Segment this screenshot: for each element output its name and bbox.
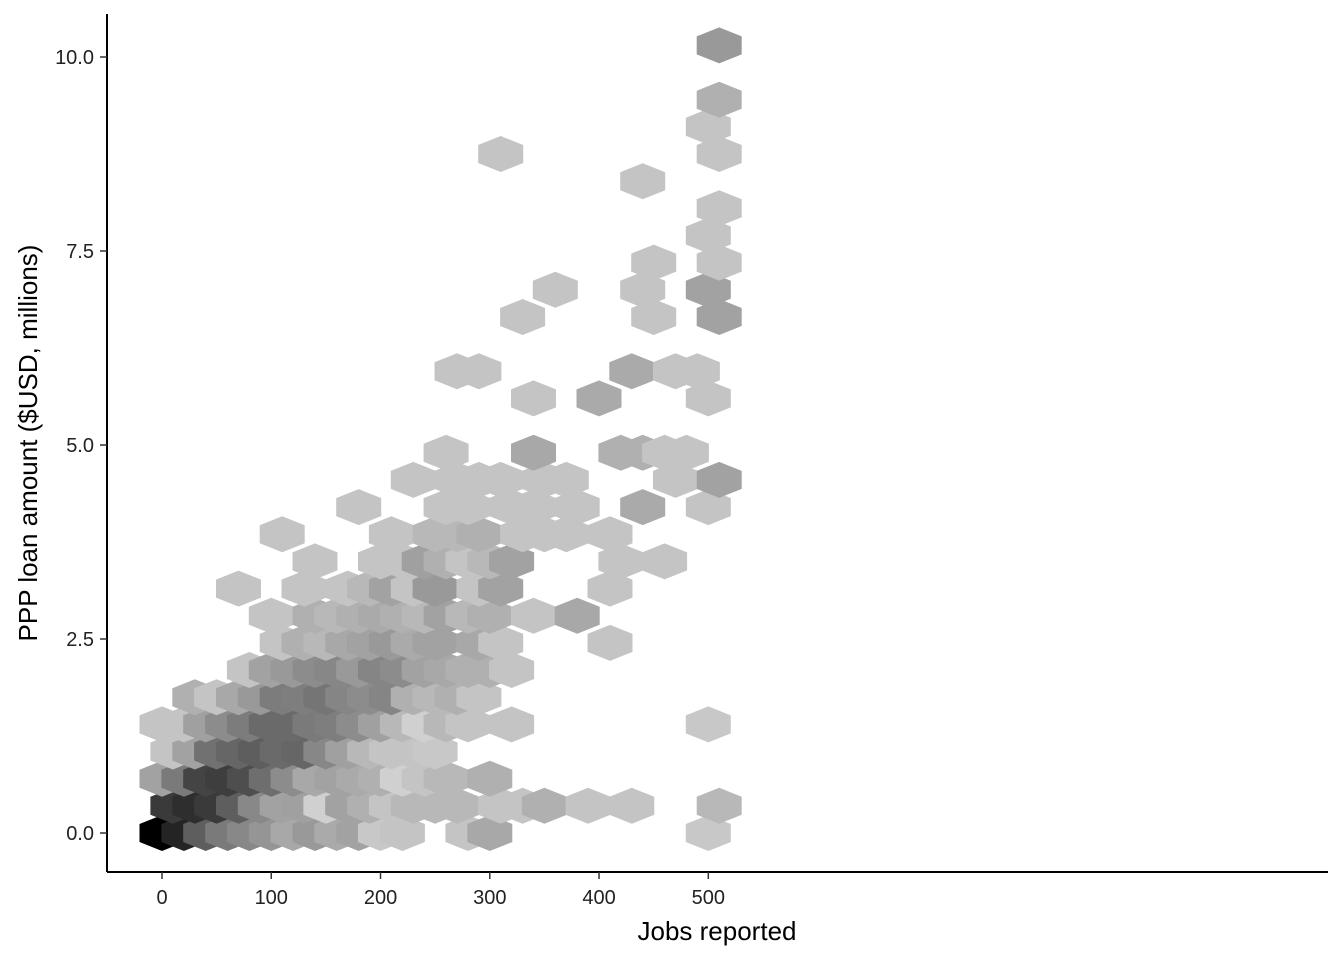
- hexbin-cell: [248, 597, 294, 634]
- hexbin-cell: [445, 489, 491, 526]
- x-tick-label: 0: [156, 887, 167, 909]
- hexbin-cell: [445, 706, 491, 743]
- hexbin-cell: [685, 380, 731, 417]
- hexbin-cell: [336, 489, 382, 526]
- hexbin-cell: [259, 516, 305, 553]
- hexbin-cell: [696, 244, 742, 281]
- hexbin-cell: [511, 380, 556, 417]
- hexbin-cell: [368, 516, 414, 553]
- hexbin-cell: [631, 244, 677, 281]
- x-tick-label: 500: [692, 887, 725, 909]
- hexbin-cell: [696, 136, 742, 172]
- x-tick-label: 300: [473, 887, 506, 909]
- hexbin-cell: [456, 353, 502, 390]
- hexbin-cell: [478, 570, 524, 607]
- hexbin-layer: [139, 27, 742, 851]
- y-tick-label: 2.5: [66, 629, 94, 651]
- hexbin-cell: [598, 543, 644, 580]
- hexbin-cell: [390, 461, 436, 498]
- hexbin-cell: [696, 461, 742, 498]
- hexbin-cell: [379, 815, 425, 851]
- y-tick-label: 7.5: [66, 241, 94, 263]
- hexbin-cell: [620, 163, 666, 200]
- hexbin-cell: [620, 271, 666, 308]
- hexbin-cell: [587, 624, 633, 661]
- hexbin-cell: [489, 706, 535, 743]
- hexbin-cell: [587, 570, 633, 607]
- hexbin-cell: [576, 380, 622, 417]
- hexbin-cell: [281, 570, 327, 607]
- hexbin-cell: [685, 217, 731, 254]
- y-axis-title: PPP loan amount ($USD, millions): [13, 245, 43, 642]
- hexbin-cell: [631, 299, 677, 335]
- hexbin-cell: [478, 136, 524, 172]
- hexbin-cell: [696, 190, 742, 227]
- y-tick-label: 0.0: [66, 823, 94, 845]
- x-tick-label: 100: [255, 887, 288, 909]
- hexbin-cell: [412, 570, 458, 607]
- hexbin-cell: [467, 760, 513, 797]
- hexbin-cell: [521, 787, 567, 824]
- hexbin-cell: [467, 815, 513, 851]
- hexbin-cell: [532, 271, 578, 308]
- hexbin-cell: [685, 108, 731, 145]
- hexbin-cell: [685, 706, 731, 743]
- x-axis-title: Jobs reported: [638, 916, 797, 946]
- hexbin-cell: [478, 461, 524, 498]
- hexbin-cell: [609, 787, 655, 824]
- hexbin-cell: [685, 271, 731, 308]
- hexbin-cell: [500, 299, 546, 335]
- x-tick-label: 200: [364, 887, 397, 909]
- hexbin-cell: [554, 489, 600, 526]
- hexbin-cell: [587, 516, 633, 553]
- y-axis-ticks: 0.0 2.5 5.0 7.5 10.0: [55, 47, 107, 845]
- hexbin-cell: [674, 353, 720, 390]
- hexbin-cell: [609, 353, 655, 390]
- hexbin-cell: [489, 652, 535, 688]
- hexbin-cell: [456, 679, 502, 716]
- hexbin-cell: [642, 543, 688, 580]
- hexbin-cell: [696, 81, 742, 118]
- hexbin-cell: [467, 597, 513, 634]
- y-tick-label: 10.0: [55, 47, 94, 69]
- hexbin-cell: [423, 434, 469, 471]
- hexbin-cell: [412, 733, 458, 770]
- x-tick-label: 400: [582, 887, 615, 909]
- hexbin-cell: [489, 543, 535, 580]
- hexbin-cell: [620, 489, 666, 526]
- hexbin-cell: [696, 27, 742, 64]
- y-tick-label: 5.0: [66, 435, 94, 457]
- hexbin-cell: [543, 461, 589, 498]
- hexbin-cell: [478, 624, 524, 661]
- hexbin-cell: [543, 516, 589, 553]
- hexbin-cell: [412, 624, 458, 661]
- hexbin-cell: [456, 516, 502, 553]
- hexbin-cell: [696, 299, 742, 335]
- hexbin-cell: [685, 815, 731, 851]
- hexbin-cell: [511, 489, 556, 526]
- hexbin-cell: [292, 543, 338, 580]
- hexbin-cell: [434, 787, 480, 824]
- hexbin-cell: [554, 597, 600, 634]
- hexbin-cell: [216, 570, 261, 607]
- x-axis-ticks: 0 100 200 300 400 500: [156, 872, 725, 909]
- hexbin-cell: [565, 787, 611, 824]
- hexbin-cell: [653, 461, 698, 498]
- hexbin-cell: [511, 597, 556, 634]
- hexbin-cell: [511, 434, 556, 471]
- hexbin-cell: [663, 434, 709, 471]
- hexbin-cell: [696, 787, 742, 824]
- hexbin-cell: [423, 760, 469, 797]
- hexbin-cell: [685, 489, 731, 526]
